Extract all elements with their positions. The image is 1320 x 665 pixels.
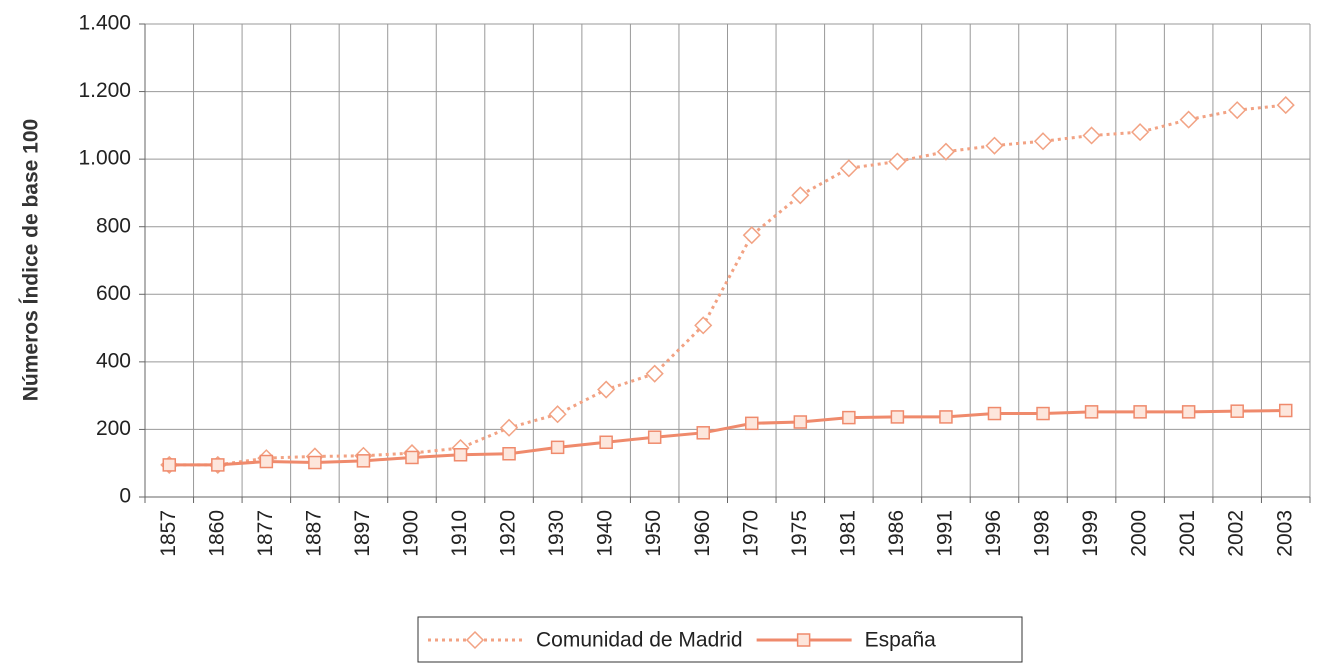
x-tick-label: 1960 xyxy=(691,510,714,557)
point xyxy=(839,159,858,178)
y-tick-label: 400 xyxy=(96,349,131,372)
x-tick-label: 1981 xyxy=(836,510,859,557)
point xyxy=(1278,403,1293,418)
x-tick-label: 1986 xyxy=(885,510,908,557)
point xyxy=(1230,404,1244,418)
legend-label: Comunidad de Madrid xyxy=(536,629,743,652)
legend-label: España xyxy=(865,629,937,652)
point xyxy=(888,152,907,171)
x-tick-label: 1975 xyxy=(788,510,811,557)
x-tick-label: 1930 xyxy=(545,510,568,557)
point xyxy=(356,454,371,468)
point xyxy=(599,435,613,450)
point xyxy=(987,406,1002,421)
point xyxy=(1084,405,1099,419)
y-axis-title: Números Índice de base 100 xyxy=(20,119,43,401)
x-tick-label: 2003 xyxy=(1273,510,1296,557)
x-tick-label: 1950 xyxy=(642,510,665,557)
x-tick-label: 1857 xyxy=(157,510,180,557)
x-tick-label: 1900 xyxy=(400,510,423,557)
y-tick-label: 1.000 xyxy=(78,147,131,170)
point xyxy=(1276,96,1295,115)
point xyxy=(936,142,955,161)
point xyxy=(1133,405,1147,419)
legend-box xyxy=(417,616,1023,663)
point xyxy=(453,448,468,462)
point xyxy=(791,186,810,205)
y-tick-label: 600 xyxy=(96,282,131,305)
point xyxy=(548,405,567,424)
point xyxy=(1082,126,1101,145)
point xyxy=(1179,110,1198,129)
point xyxy=(1036,406,1050,421)
y-tick-label: 1.200 xyxy=(78,79,131,102)
point xyxy=(1228,101,1247,120)
point xyxy=(742,226,761,245)
x-tick-label: 1940 xyxy=(594,510,617,557)
x-tick-label: 1877 xyxy=(254,510,277,557)
x-tick-label: 1998 xyxy=(1031,510,1054,557)
series-line xyxy=(169,409,1286,467)
point xyxy=(696,426,710,440)
x-tick-label: 1999 xyxy=(1079,510,1102,557)
point xyxy=(597,380,616,399)
y-tick-label: 800 xyxy=(96,214,131,237)
x-tick-label: 1887 xyxy=(302,510,325,557)
point xyxy=(1033,132,1053,151)
x-tick-label: 2002 xyxy=(1225,510,1248,557)
x-tick-label: 1910 xyxy=(448,510,471,557)
x-tick-label: 1996 xyxy=(982,510,1005,557)
x-tick-label: 2000 xyxy=(1128,510,1151,557)
x-tick-label: 2001 xyxy=(1176,510,1199,557)
point xyxy=(259,454,274,469)
point xyxy=(550,440,565,455)
point xyxy=(645,364,664,383)
point xyxy=(745,416,759,431)
x-tick-label: 1991 xyxy=(933,510,956,557)
point xyxy=(502,447,516,461)
point xyxy=(647,430,662,444)
x-tick-label: 1970 xyxy=(739,510,762,557)
y-tick-label: 1.400 xyxy=(78,12,131,35)
point xyxy=(842,410,856,425)
point xyxy=(405,450,419,465)
point xyxy=(162,458,177,472)
point xyxy=(793,415,808,429)
point xyxy=(890,410,905,424)
point xyxy=(1131,123,1150,142)
point xyxy=(1181,405,1196,419)
point xyxy=(211,458,225,472)
x-tick-label: 1897 xyxy=(351,510,374,557)
y-tick-label: 200 xyxy=(96,417,131,440)
x-tick-label: 1920 xyxy=(497,510,520,557)
legend-marker xyxy=(465,630,485,650)
point xyxy=(985,136,1004,155)
point xyxy=(308,455,322,470)
x-tick-label: 1860 xyxy=(205,510,228,557)
point xyxy=(694,316,713,335)
point xyxy=(939,410,953,424)
legend-marker xyxy=(796,633,811,647)
y-tick-label: 0 xyxy=(119,485,131,508)
point xyxy=(500,418,519,437)
